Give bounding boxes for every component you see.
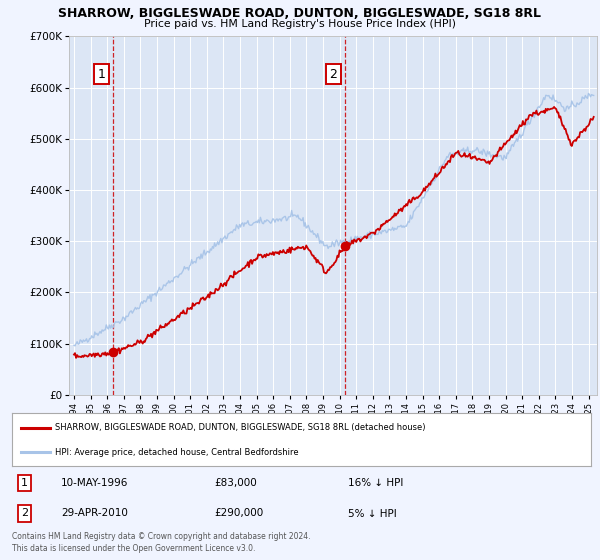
Text: 2: 2 xyxy=(329,68,337,81)
Text: Price paid vs. HM Land Registry's House Price Index (HPI): Price paid vs. HM Land Registry's House … xyxy=(144,19,456,29)
Text: Contains HM Land Registry data © Crown copyright and database right 2024.: Contains HM Land Registry data © Crown c… xyxy=(12,532,311,541)
Text: SHARROW, BIGGLESWADE ROAD, DUNTON, BIGGLESWADE, SG18 8RL: SHARROW, BIGGLESWADE ROAD, DUNTON, BIGGL… xyxy=(59,7,542,20)
Text: 10-MAY-1996: 10-MAY-1996 xyxy=(61,478,128,488)
Text: 1: 1 xyxy=(21,478,28,488)
Text: 16% ↓ HPI: 16% ↓ HPI xyxy=(348,478,403,488)
Text: 29-APR-2010: 29-APR-2010 xyxy=(61,508,128,519)
Text: SHARROW, BIGGLESWADE ROAD, DUNTON, BIGGLESWADE, SG18 8RL (detached house): SHARROW, BIGGLESWADE ROAD, DUNTON, BIGGL… xyxy=(55,423,426,432)
Text: 2: 2 xyxy=(21,508,28,519)
Text: HPI: Average price, detached house, Central Bedfordshire: HPI: Average price, detached house, Cent… xyxy=(55,447,299,456)
Text: £290,000: £290,000 xyxy=(215,508,264,519)
Text: £83,000: £83,000 xyxy=(215,478,257,488)
Text: This data is licensed under the Open Government Licence v3.0.: This data is licensed under the Open Gov… xyxy=(12,544,256,553)
Text: 5% ↓ HPI: 5% ↓ HPI xyxy=(348,508,397,519)
Text: 1: 1 xyxy=(98,68,106,81)
